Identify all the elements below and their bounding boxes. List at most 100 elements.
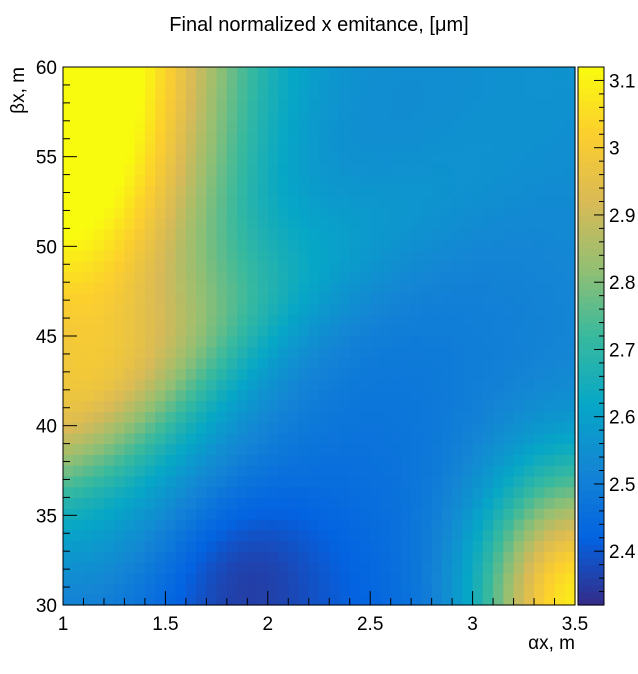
heatmap-cell bbox=[349, 260, 361, 273]
x-tick-label: 2 bbox=[263, 614, 274, 635]
heatmap-cell bbox=[482, 357, 494, 369]
heatmap-cell bbox=[329, 260, 341, 273]
heatmap-cell bbox=[390, 594, 402, 606]
heatmap-cell bbox=[247, 196, 259, 208]
heatmap-cell bbox=[73, 540, 85, 552]
heatmap-cell bbox=[308, 260, 320, 273]
heatmap-cell bbox=[206, 357, 218, 369]
heatmap-cell bbox=[216, 271, 228, 283]
heatmap-cell bbox=[452, 432, 463, 445]
heatmap-cell bbox=[390, 77, 402, 90]
heatmap-cell bbox=[165, 217, 177, 229]
heatmap-cell bbox=[155, 572, 166, 585]
heatmap-cell bbox=[247, 432, 259, 445]
heatmap-cell bbox=[114, 508, 126, 520]
heatmap-cell bbox=[298, 368, 310, 380]
heatmap-cell bbox=[257, 583, 269, 595]
heatmap-cell bbox=[329, 88, 341, 100]
heatmap-cell bbox=[206, 422, 218, 434]
heatmap-cell bbox=[359, 572, 371, 585]
heatmap-cell bbox=[103, 206, 115, 219]
heatmap-cell bbox=[462, 303, 474, 316]
heatmap-cell bbox=[421, 583, 433, 595]
heatmap-cell bbox=[185, 508, 197, 520]
heatmap-cell bbox=[370, 551, 382, 563]
color-scale-swatch bbox=[578, 517, 604, 525]
heatmap-cell bbox=[308, 411, 320, 423]
heatmap-cell bbox=[308, 282, 320, 294]
heatmap-cell bbox=[400, 379, 412, 391]
heatmap-cell bbox=[237, 174, 248, 186]
heatmap-cell bbox=[216, 131, 228, 143]
heatmap-cell bbox=[411, 163, 422, 176]
heatmap-cell bbox=[165, 282, 177, 294]
heatmap-cell bbox=[226, 346, 238, 359]
heatmap-cell bbox=[472, 336, 484, 348]
heatmap-cell bbox=[298, 454, 310, 466]
heatmap-cell bbox=[93, 508, 105, 520]
color-scale-swatch bbox=[578, 214, 604, 223]
heatmap-cell bbox=[124, 217, 136, 229]
heatmap-cell bbox=[339, 432, 351, 445]
heatmap-cell bbox=[482, 400, 494, 412]
heatmap-cell bbox=[144, 260, 156, 273]
heatmap-cell bbox=[226, 540, 238, 552]
heatmap-cell bbox=[452, 292, 463, 305]
heatmap-cell bbox=[124, 325, 136, 337]
heatmap-cell bbox=[441, 206, 453, 219]
heatmap-cell bbox=[185, 174, 197, 186]
heatmap-cell bbox=[308, 99, 320, 111]
heatmap-cell bbox=[554, 99, 566, 111]
heatmap-cell bbox=[370, 77, 382, 90]
heatmap-cell bbox=[144, 206, 156, 219]
heatmap-cell bbox=[472, 282, 484, 294]
color-scale-swatch bbox=[578, 591, 604, 599]
heatmap-cell bbox=[534, 389, 545, 402]
heatmap-cell bbox=[441, 110, 453, 122]
heatmap-cell bbox=[63, 153, 74, 165]
heatmap-cell bbox=[400, 422, 412, 434]
heatmap-cell bbox=[400, 357, 412, 369]
heatmap-cell bbox=[267, 174, 279, 186]
heatmap-cell bbox=[83, 142, 95, 154]
heatmap-cell bbox=[339, 475, 351, 488]
color-scale-swatch bbox=[578, 349, 604, 357]
heatmap-cell bbox=[114, 153, 126, 165]
heatmap-cell bbox=[359, 292, 371, 305]
heatmap-cell bbox=[472, 217, 484, 229]
heatmap-cell bbox=[237, 260, 248, 273]
heatmap-cell bbox=[73, 454, 85, 466]
heatmap-cell bbox=[93, 325, 105, 337]
heatmap-cell bbox=[319, 292, 330, 305]
heatmap-cell bbox=[155, 228, 166, 240]
heatmap-cell bbox=[155, 142, 166, 154]
heatmap-cell bbox=[175, 282, 187, 294]
heatmap-cell bbox=[544, 357, 556, 369]
heatmap-cell bbox=[185, 346, 197, 359]
heatmap-cell bbox=[103, 486, 115, 498]
heatmap-cell bbox=[523, 77, 535, 90]
heatmap-cell bbox=[319, 357, 330, 369]
color-scale-swatch bbox=[578, 409, 604, 418]
z-tick-label: 2.6 bbox=[609, 408, 635, 429]
heatmap-cell bbox=[83, 346, 95, 359]
heatmap-cell bbox=[503, 561, 515, 574]
heatmap-cell bbox=[349, 400, 361, 412]
heatmap-cell bbox=[206, 389, 218, 402]
heatmap-cell bbox=[144, 411, 156, 423]
heatmap-cell bbox=[390, 497, 402, 509]
heatmap-cell bbox=[380, 432, 392, 445]
heatmap-cell bbox=[144, 368, 156, 380]
heatmap-cell bbox=[144, 303, 156, 316]
heatmap-cell bbox=[564, 583, 576, 595]
heatmap-cell bbox=[298, 325, 310, 337]
heatmap-cell bbox=[493, 239, 504, 251]
heatmap-cell bbox=[288, 443, 300, 455]
heatmap-cell bbox=[308, 185, 320, 197]
heatmap-cell bbox=[175, 131, 187, 143]
heatmap-cell bbox=[288, 325, 300, 337]
heatmap-cell bbox=[390, 379, 402, 391]
heatmap-cell bbox=[534, 142, 545, 154]
heatmap-cell bbox=[339, 228, 351, 240]
heatmap-cell bbox=[257, 228, 269, 240]
